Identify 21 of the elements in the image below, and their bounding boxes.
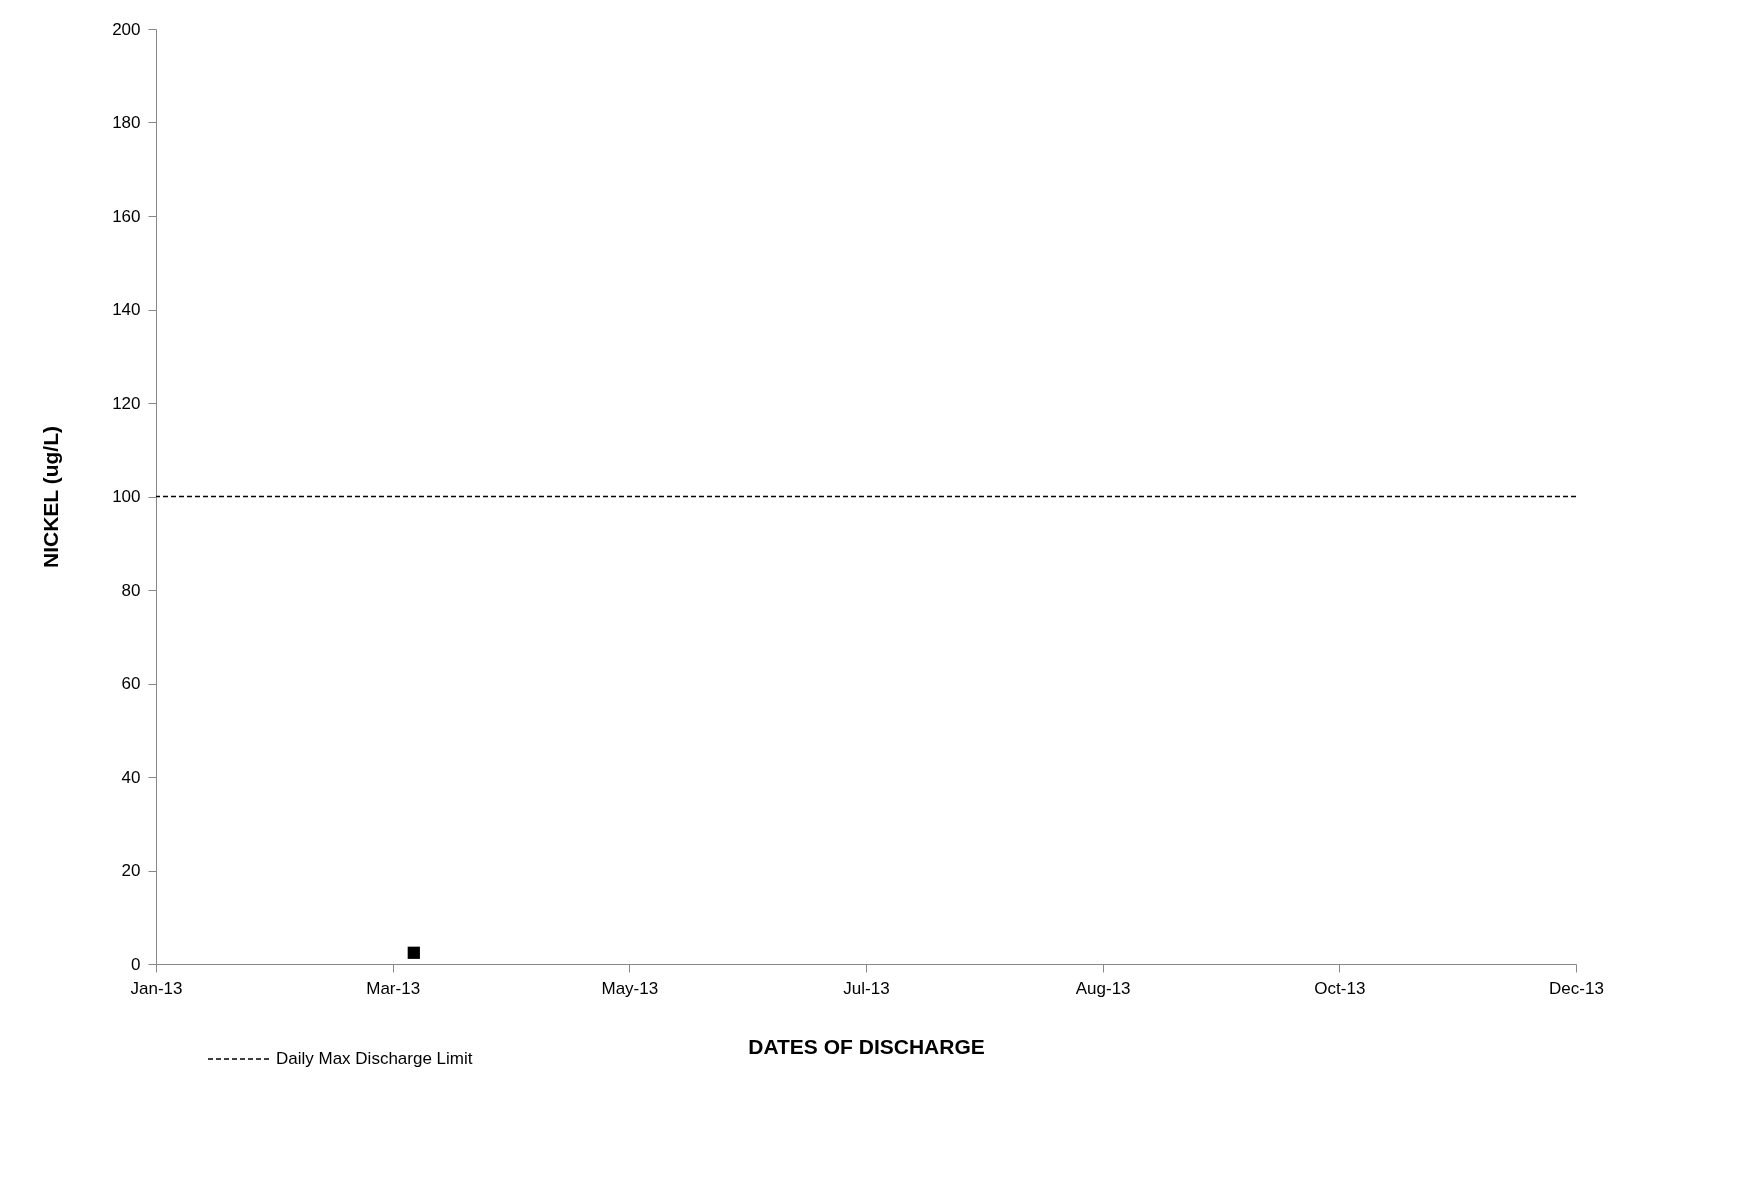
y-tick-label: 0 (131, 954, 141, 974)
y-tick-label: 100 (112, 487, 141, 506)
y-tick-label: 20 (121, 861, 141, 880)
y-tick-label: 80 (121, 580, 141, 600)
x-tick-label: Aug-13 (1075, 978, 1131, 998)
legend-label: Daily Max Discharge Limit (276, 1049, 473, 1068)
y-tick-label: 60 (121, 674, 141, 693)
x-tick-label: Dec-13 (1549, 978, 1604, 998)
y-tick-label: 160 (112, 206, 141, 226)
y-tick-label: 140 (112, 300, 141, 319)
x-tick-label: Mar-13 (366, 978, 421, 998)
y-tick-label: 180 (112, 113, 141, 132)
y-tick-label: 40 (121, 767, 141, 787)
x-axis-title: DATES OF DISCHARGE (748, 1034, 985, 1058)
y-tick-label: 200 (112, 19, 141, 39)
x-tick-label: Jan-13 (130, 978, 183, 998)
x-tick-label: Jul-13 (843, 978, 890, 998)
y-tick-label: 120 (112, 393, 141, 413)
x-tick-label: Oct-13 (1314, 978, 1366, 998)
x-tick-label: May-13 (601, 978, 659, 998)
y-axis-title: NICKEL (ug/L) (39, 426, 63, 568)
